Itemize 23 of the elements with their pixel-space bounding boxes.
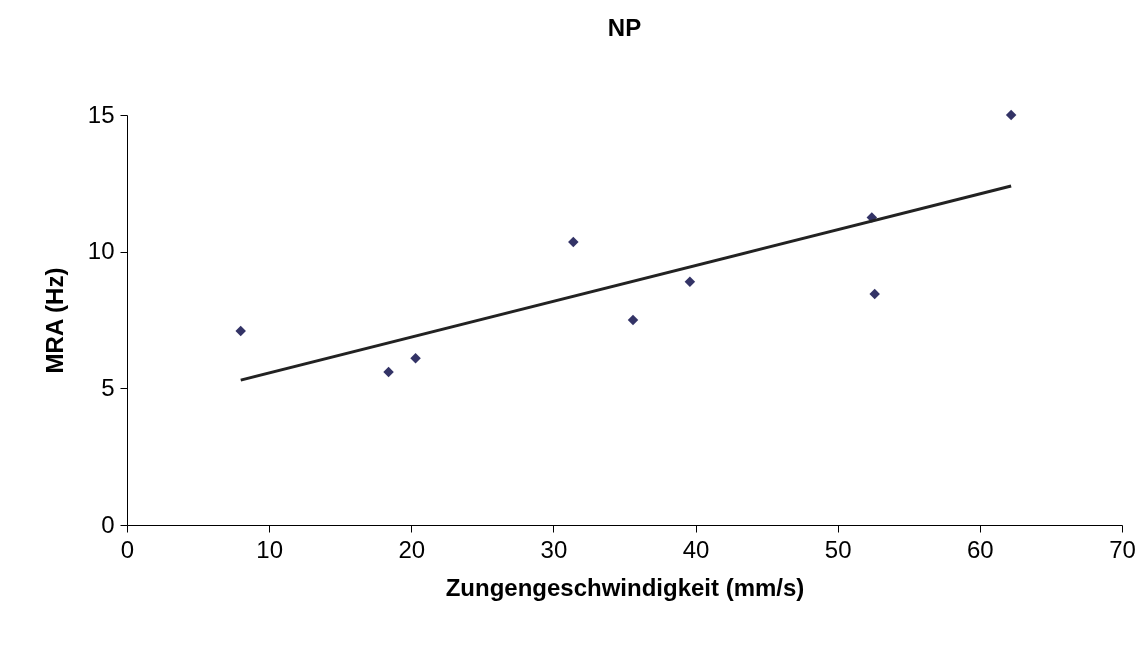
point (684, 276, 696, 287)
x-tick-label: 10 (256, 535, 283, 563)
point (410, 353, 421, 364)
y-tick-label: 5 (101, 373, 115, 401)
chart-title: NP (607, 14, 642, 41)
x-tick-label: 30 (540, 535, 568, 563)
point (383, 366, 394, 378)
x-tick-label: 60 (967, 535, 994, 563)
x-tick-label: 0 (120, 535, 135, 563)
y-tick-label: 10 (87, 237, 115, 265)
y-tick-label: 0 (101, 510, 115, 538)
point (568, 236, 579, 248)
x-tick-label: 50 (824, 535, 852, 563)
point (869, 288, 880, 300)
x-tick-label: 70 (1109, 535, 1136, 563)
y-axis-title: MRA (Hz) (40, 267, 68, 374)
point (235, 325, 246, 337)
y-tick-label: 15 (87, 100, 115, 128)
point (1005, 109, 1017, 121)
x-axis-title: Zungengeschwindigkeit (mm/s) (445, 573, 805, 601)
x-tick-label: 40 (682, 535, 710, 563)
x-tick-label: 20 (398, 535, 426, 563)
point (627, 314, 639, 326)
